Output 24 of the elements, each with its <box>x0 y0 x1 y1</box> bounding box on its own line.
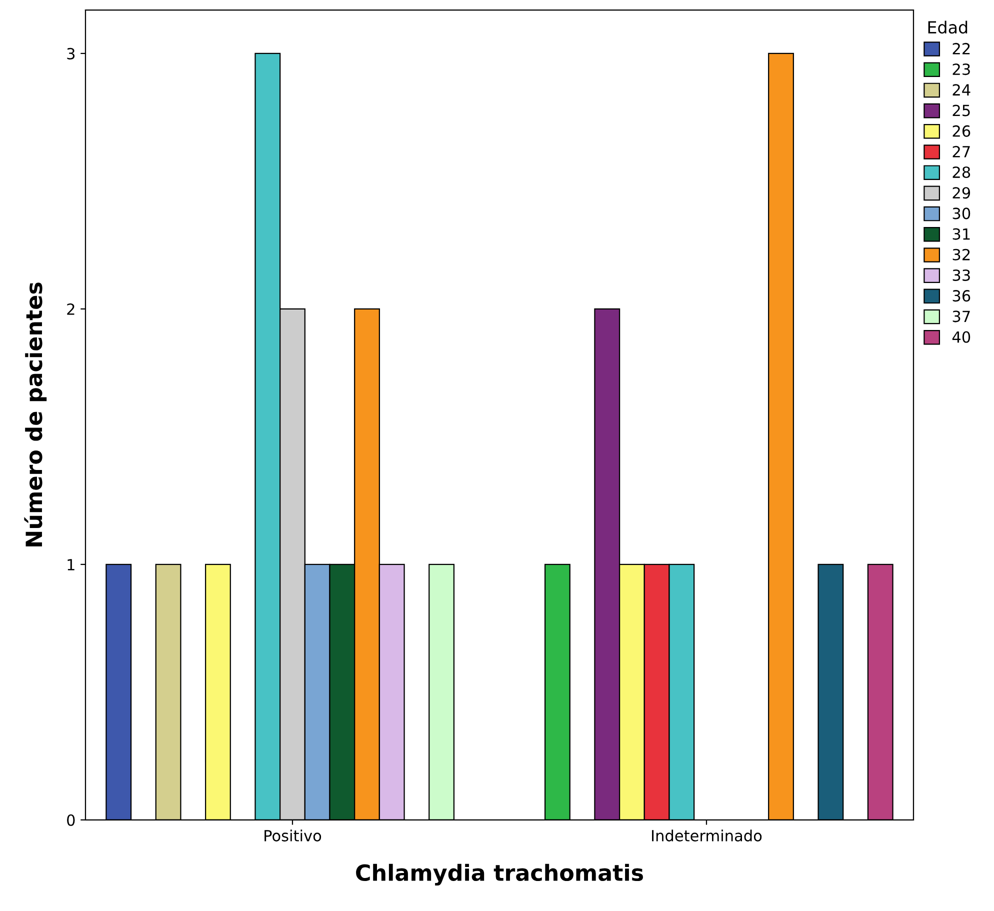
legend-label: 28 <box>952 166 970 178</box>
legend-label: 29 <box>952 187 970 199</box>
legend-label: 24 <box>952 84 970 96</box>
legend-label: 32 <box>952 248 970 260</box>
x-tick-label: Indeterminado <box>652 830 762 842</box>
legend-label: 27 <box>952 146 970 158</box>
legend-label: 23 <box>952 64 970 76</box>
legend-label: 22 <box>952 42 970 54</box>
legend-label: 26 <box>952 125 970 137</box>
y-tick-label: 2 <box>67 303 74 315</box>
legend-label: 37 <box>952 310 970 322</box>
legend-label: 36 <box>952 290 970 302</box>
legend-label: 30 <box>952 208 970 220</box>
x-tick-label: Positivo <box>264 830 322 842</box>
y-tick-label: 3 <box>67 48 75 60</box>
legend-label: 31 <box>952 228 970 240</box>
y-tick-label: 0 <box>67 814 75 826</box>
x-axis-title: Chlamydia trachomatis <box>356 864 643 886</box>
y-tick-label: 1 <box>68 559 74 570</box>
legend-title: Edad <box>928 20 968 34</box>
y-axis-title: Número de pacientes <box>24 282 47 546</box>
legend-label: 40 <box>952 331 970 343</box>
legend-label: 25 <box>952 104 970 116</box>
legend-label: 33 <box>952 269 970 282</box>
